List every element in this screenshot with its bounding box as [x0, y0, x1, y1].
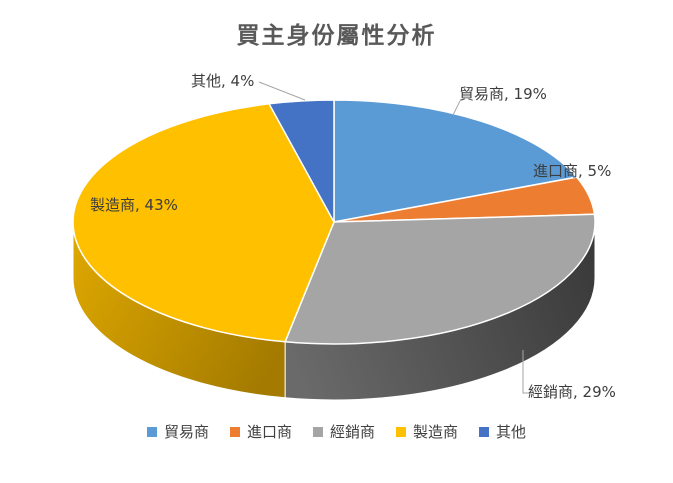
data-label-importer: 進口商, 5%	[533, 162, 612, 180]
pie-slice-其他	[268, 99, 335, 223]
legend-marker-importer	[229, 426, 240, 437]
leader-line-other	[258, 81, 306, 101]
pie-slice-經銷商	[284, 213, 596, 345]
legend-label-manufacturer: 製造商	[413, 423, 459, 441]
pie-slice-製造商	[72, 103, 335, 343]
leader-line-distributor	[522, 350, 530, 394]
chart-title: 買主身份屬性分析	[236, 23, 437, 49]
chart-legend: 貿易商 進口商 經銷商 製造商 其他	[0, 421, 673, 442]
data-label-distributor: 經銷商, 29%	[528, 383, 616, 401]
data-label-manufacturer: 製造商, 43%	[90, 196, 178, 214]
legend-label-distributor: 經銷商	[329, 423, 375, 441]
legend-item-manufacturer: 製造商	[396, 421, 458, 442]
legend-item-importer: 進口商	[229, 421, 292, 442]
legend-item-other: 其他	[479, 421, 526, 442]
legend-item-distributor: 經銷商	[312, 421, 375, 442]
legend-marker-distributor	[312, 426, 323, 437]
legend-label-importer: 進口商	[246, 423, 292, 441]
legend-marker-trader	[146, 426, 157, 437]
legend-marker-other	[479, 426, 490, 437]
data-label-other: 其他, 4%	[191, 72, 255, 90]
pie-slice-貿易商	[333, 99, 578, 223]
legend-marker-manufacturer	[396, 426, 406, 437]
legend-label-other: 其他	[496, 423, 527, 441]
data-label-trader: 貿易商, 19%	[459, 85, 547, 103]
legend-item-trader: 貿易商	[146, 421, 209, 442]
leader-line-trader	[452, 100, 461, 116]
legend-label-trader: 貿易商	[163, 423, 209, 441]
leader-lines	[258, 81, 530, 394]
